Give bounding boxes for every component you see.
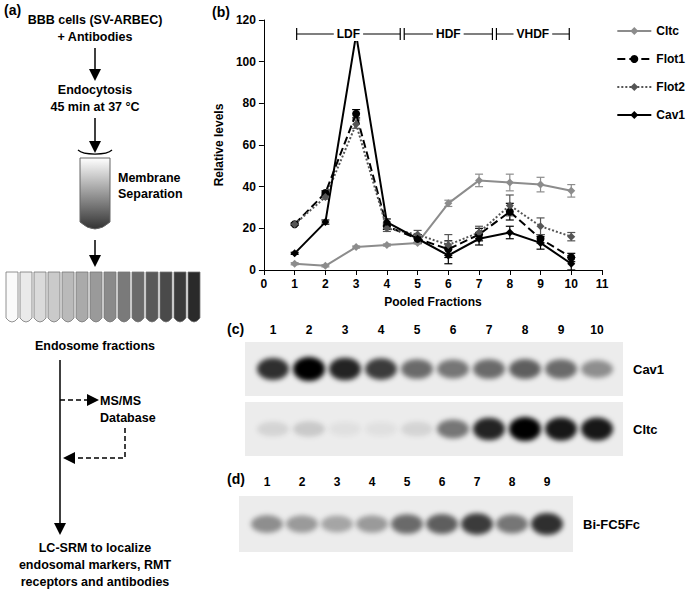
svg-text:(c): (c) bbox=[227, 321, 244, 337]
svg-text:4: 4 bbox=[378, 323, 385, 337]
svg-text:9: 9 bbox=[558, 323, 565, 337]
svg-text:7: 7 bbox=[474, 475, 481, 489]
svg-text:BBB cells (SV-ARBEC): BBB cells (SV-ARBEC) bbox=[28, 13, 163, 27]
svg-text:9: 9 bbox=[537, 277, 544, 291]
svg-text:3: 3 bbox=[334, 475, 341, 489]
svg-text:+ Antibodies: + Antibodies bbox=[58, 30, 133, 44]
svg-text:80: 80 bbox=[243, 96, 257, 110]
svg-text:Database: Database bbox=[100, 411, 156, 425]
svg-text:6: 6 bbox=[450, 323, 457, 337]
svg-text:40: 40 bbox=[243, 180, 257, 194]
svg-text:8: 8 bbox=[506, 277, 513, 291]
svg-text:5: 5 bbox=[414, 323, 421, 337]
html-text:(b): (b) bbox=[212, 4, 230, 20]
svg-text:8: 8 bbox=[509, 475, 516, 489]
svg-text:LDF: LDF bbox=[337, 27, 360, 41]
svg-text:MS/MS: MS/MS bbox=[100, 394, 141, 408]
svg-text:(d): (d) bbox=[227, 471, 245, 487]
svg-text:Endocytosis: Endocytosis bbox=[58, 83, 132, 97]
svg-text:Cav1: Cav1 bbox=[633, 362, 664, 377]
svg-text:7: 7 bbox=[476, 277, 483, 291]
svg-text:1: 1 bbox=[270, 323, 277, 337]
svg-text:2: 2 bbox=[322, 277, 329, 291]
svg-text:11: 11 bbox=[596, 277, 609, 291]
svg-text:5: 5 bbox=[404, 475, 411, 489]
svg-text:3: 3 bbox=[342, 323, 349, 337]
svg-text:Membrane: Membrane bbox=[118, 171, 181, 185]
svg-text:9: 9 bbox=[544, 475, 551, 489]
svg-text:Cav1: Cav1 bbox=[656, 108, 685, 122]
svg-text:120: 120 bbox=[236, 13, 256, 27]
svg-text:7: 7 bbox=[486, 323, 493, 337]
svg-text:Endosome fractions: Endosome fractions bbox=[35, 339, 155, 353]
svg-text:60: 60 bbox=[243, 138, 257, 152]
svg-text:100: 100 bbox=[236, 55, 256, 69]
svg-text:2: 2 bbox=[306, 323, 313, 337]
svg-text:6: 6 bbox=[445, 277, 452, 291]
svg-text:3: 3 bbox=[353, 277, 360, 291]
svg-text:Relative levels: Relative levels bbox=[212, 103, 226, 186]
svg-text:Flot2: Flot2 bbox=[656, 80, 685, 94]
svg-text:1: 1 bbox=[264, 475, 271, 489]
svg-text:2: 2 bbox=[299, 475, 306, 489]
svg-text:Separation: Separation bbox=[118, 187, 183, 201]
svg-text:1: 1 bbox=[291, 277, 298, 291]
svg-text:(a): (a) bbox=[4, 2, 21, 18]
svg-text:4: 4 bbox=[369, 475, 376, 489]
svg-text:0: 0 bbox=[261, 277, 268, 291]
svg-text:4: 4 bbox=[384, 277, 391, 291]
svg-text:receptors and antibodies: receptors and antibodies bbox=[21, 575, 170, 589]
svg-text:Cltc: Cltc bbox=[633, 422, 658, 437]
svg-text:endosomal markers, RMT: endosomal markers, RMT bbox=[19, 558, 171, 572]
svg-text:HDF: HDF bbox=[436, 27, 461, 41]
svg-text:Cltc: Cltc bbox=[656, 24, 679, 38]
svg-text:10: 10 bbox=[590, 323, 604, 337]
svg-text:6: 6 bbox=[439, 475, 446, 489]
svg-text:45 min at 37 °C: 45 min at 37 °C bbox=[50, 100, 139, 114]
svg-text:10: 10 bbox=[565, 277, 579, 291]
svg-text:Pooled Fractions: Pooled Fractions bbox=[384, 295, 482, 309]
svg-text:0: 0 bbox=[249, 263, 256, 277]
svg-text:Flot1: Flot1 bbox=[656, 52, 685, 66]
svg-text:Bi-FC5Fc: Bi-FC5Fc bbox=[583, 517, 640, 532]
svg-text:VHDF: VHDF bbox=[517, 27, 550, 41]
svg-text:LC-SRM to localize: LC-SRM to localize bbox=[39, 541, 152, 555]
svg-text:5: 5 bbox=[414, 277, 421, 291]
svg-text:20: 20 bbox=[243, 221, 257, 235]
svg-text:8: 8 bbox=[522, 323, 529, 337]
